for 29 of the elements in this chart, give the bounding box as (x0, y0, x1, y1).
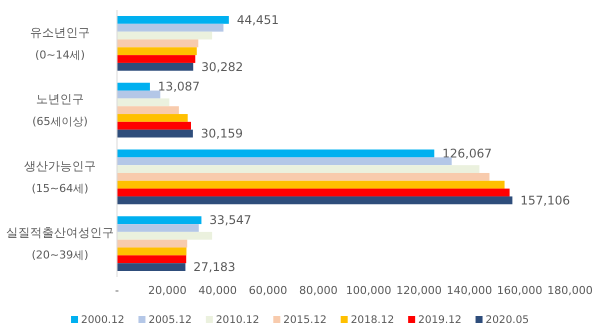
legend-label: 2020.05 (486, 314, 529, 326)
x-tick-label: 80,000 (299, 284, 338, 297)
data-label: 30,159 (200, 126, 243, 141)
legend-label: 2019.12 (418, 314, 462, 326)
x-tick-label: 100,000 (346, 284, 392, 297)
data-label: 27,183 (193, 260, 236, 274)
x-tick-label: 120,000 (396, 284, 442, 297)
legend-label: 2010.12 (216, 314, 260, 326)
data-label: 30,282 (201, 60, 244, 74)
legend-label: 2005.12 (148, 314, 192, 326)
data-label: 44,451 (236, 12, 279, 27)
x-tick-label: 20,000 (148, 284, 187, 297)
y-tick-label: 유소년인구 (0~14세) (30, 25, 90, 62)
y-tick-label: 노년인구 (65세이상) (32, 92, 88, 128)
x-tick-label: 140,000 (446, 284, 492, 297)
data-label: 13,087 (158, 80, 200, 94)
data-label: 33,547 (209, 213, 252, 228)
data-label: 126,067 (442, 146, 492, 160)
x-tick-label: 160,000 (496, 284, 542, 297)
x-tick-label: 180,000 (547, 284, 593, 297)
y-tick-label: 실질적출산여성인구 (20~39세) (6, 226, 114, 262)
x-tick-label: 40,000 (198, 284, 237, 297)
legend-label: 2018.12 (350, 314, 394, 326)
x-tick-label: 60,000 (248, 284, 288, 297)
legend-label: 2000.12 (81, 314, 124, 326)
x-tick-label: - (115, 284, 120, 297)
data-label: 157,106 (520, 193, 570, 208)
y-tick-label: 생산가능인구 (15~64세) (24, 158, 96, 195)
legend-label: 2015.12 (283, 314, 327, 326)
